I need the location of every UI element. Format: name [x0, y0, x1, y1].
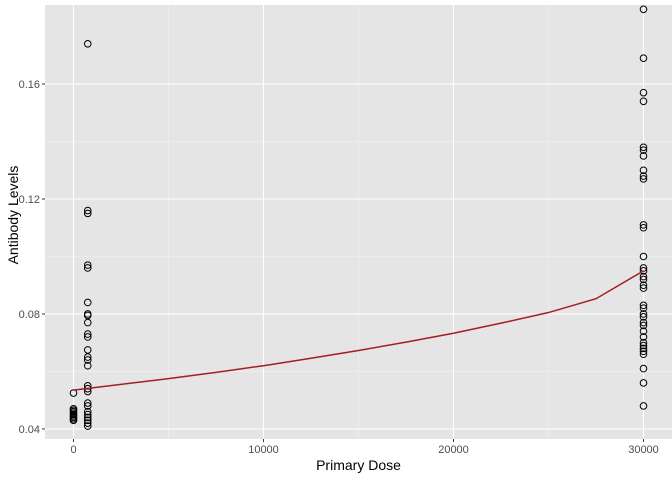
data-point	[83, 318, 92, 327]
y-tick-label: 0.04	[19, 424, 40, 436]
data-point	[639, 172, 648, 180]
data-point	[639, 5, 648, 14]
data-point	[83, 413, 92, 422]
data-point	[639, 175, 648, 183]
data-point	[639, 347, 648, 356]
data-point	[83, 206, 92, 215]
data-point	[83, 410, 92, 419]
data-point	[639, 333, 648, 341]
data-point	[639, 304, 648, 313]
data-point	[639, 281, 648, 290]
data-point	[639, 252, 648, 261]
data-point	[639, 318, 648, 327]
data-point	[639, 88, 648, 97]
y-tick-label: 0.12	[19, 194, 40, 206]
data-point	[639, 223, 648, 232]
fit-curve	[73, 270, 644, 391]
data-point	[83, 311, 92, 320]
major-grid	[45, 5, 672, 439]
x-tick-label: 0	[70, 444, 76, 456]
data-point	[83, 407, 92, 416]
x-tick-label: 30000	[628, 444, 659, 456]
data-point	[83, 209, 92, 218]
data-point	[83, 261, 92, 269]
data-point	[639, 338, 648, 347]
minor-grid	[45, 5, 672, 439]
x-axis: 0 10000 20000 30000	[70, 439, 659, 456]
data-point	[639, 97, 648, 106]
data-point	[639, 313, 648, 321]
data-point	[639, 321, 648, 330]
data-point	[83, 361, 92, 370]
data-point	[639, 310, 648, 318]
data-point	[83, 333, 92, 341]
data-point	[639, 275, 648, 284]
data-point	[83, 402, 92, 410]
data-point	[639, 146, 648, 154]
data-point	[639, 143, 648, 152]
data-point	[639, 267, 648, 275]
data-point	[639, 166, 648, 175]
data-point	[83, 422, 92, 430]
y-axis: 0.04 0.08 0.12 0.16	[19, 79, 45, 436]
data-point	[83, 399, 92, 407]
data-point	[83, 264, 92, 272]
data-point	[83, 40, 92, 48]
y-axis-title: Antibody Levels	[5, 166, 21, 265]
data-point	[639, 402, 648, 410]
data-point	[83, 419, 92, 427]
data-point	[83, 416, 92, 425]
data-point	[83, 356, 92, 364]
data-point	[639, 327, 648, 336]
data-point	[83, 298, 92, 307]
x-axis-title: Primary Dose	[316, 457, 401, 473]
data-point	[639, 364, 648, 373]
data-point	[83, 330, 92, 338]
x-tick-label: 10000	[248, 444, 279, 456]
data-point	[83, 353, 92, 361]
data-point	[639, 341, 648, 350]
data-point	[639, 301, 648, 310]
x-tick-label: 20000	[438, 444, 469, 456]
data-point	[69, 416, 78, 425]
data-point	[639, 379, 648, 387]
data-point	[83, 346, 92, 354]
data-point	[639, 284, 648, 292]
y-tick-label: 0.16	[19, 79, 40, 91]
data-point	[639, 54, 648, 62]
data-point	[639, 344, 648, 353]
y-tick-label: 0.08	[19, 309, 40, 321]
data-point	[639, 152, 648, 160]
data-point	[639, 221, 648, 229]
data-point	[639, 272, 648, 281]
data-point	[639, 350, 648, 359]
